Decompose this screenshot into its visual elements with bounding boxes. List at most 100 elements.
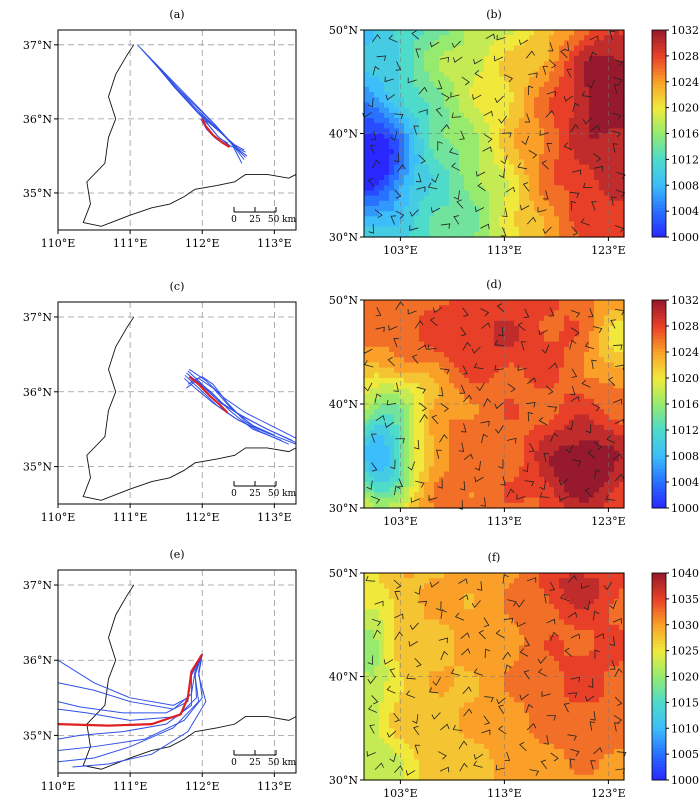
field-cell bbox=[509, 143, 515, 150]
field-cell bbox=[409, 86, 415, 93]
field-cell bbox=[379, 393, 385, 400]
field-cell bbox=[604, 133, 610, 140]
field-cell bbox=[469, 487, 475, 493]
field-cell bbox=[444, 346, 450, 353]
field-cell bbox=[464, 195, 470, 202]
field-cell bbox=[504, 205, 510, 212]
field-cell bbox=[509, 61, 515, 67]
field-cell bbox=[449, 310, 455, 317]
field-cell bbox=[394, 200, 400, 207]
field-cell bbox=[479, 588, 485, 595]
field-cell bbox=[584, 414, 590, 421]
field-cell bbox=[369, 326, 375, 332]
field-cell bbox=[564, 211, 570, 217]
field-cell bbox=[539, 388, 545, 395]
field-cell bbox=[504, 445, 510, 452]
field-cell bbox=[454, 300, 460, 306]
field-cell bbox=[519, 388, 525, 395]
field-cell bbox=[364, 231, 370, 238]
field-cell bbox=[374, 331, 380, 337]
field-cell bbox=[419, 117, 425, 124]
field-cell bbox=[484, 123, 490, 129]
field-cell bbox=[604, 138, 610, 145]
field-cell bbox=[499, 159, 505, 166]
field-cell bbox=[514, 180, 520, 186]
field-cell bbox=[554, 185, 560, 192]
field-cell bbox=[539, 112, 545, 119]
field-cell bbox=[619, 346, 625, 353]
field-cell bbox=[449, 221, 455, 228]
field-cell bbox=[419, 86, 425, 93]
field-cell bbox=[574, 76, 580, 83]
field-cell bbox=[454, 331, 460, 337]
field-cell bbox=[584, 216, 590, 223]
field-cell bbox=[509, 326, 515, 332]
field-cell bbox=[449, 331, 455, 337]
panel-f: 103°E 113°E 123°E30°N40°N50°N(f) bbox=[329, 551, 627, 800]
field-cell bbox=[524, 30, 530, 36]
field-cell bbox=[369, 50, 375, 57]
wind-barb bbox=[563, 95, 574, 102]
field-cell bbox=[499, 55, 505, 62]
field-cell bbox=[449, 200, 455, 207]
field-cell bbox=[579, 357, 585, 363]
field-cell bbox=[364, 123, 370, 129]
field-cell bbox=[594, 352, 600, 358]
field-cell bbox=[464, 352, 470, 358]
field-cell bbox=[499, 578, 505, 584]
field-cell bbox=[604, 450, 610, 457]
field-cell bbox=[484, 398, 490, 405]
field-cell bbox=[379, 362, 385, 369]
field-cell bbox=[419, 159, 425, 166]
field-cell bbox=[404, 300, 410, 306]
field-cell bbox=[609, 102, 615, 109]
field-cell bbox=[604, 357, 610, 363]
field-cell bbox=[464, 471, 470, 478]
field-cell bbox=[589, 300, 595, 306]
field-cell bbox=[379, 583, 385, 590]
wind-barb bbox=[569, 386, 576, 396]
field-cell bbox=[504, 190, 510, 197]
field-cell bbox=[394, 97, 400, 104]
field-cell bbox=[429, 216, 435, 223]
wind-barb bbox=[459, 130, 465, 140]
field-cell bbox=[449, 461, 455, 467]
field-cell bbox=[414, 331, 420, 337]
field-cell bbox=[489, 143, 495, 150]
field-cell bbox=[489, 180, 495, 186]
field-cell bbox=[604, 341, 610, 348]
field-cell bbox=[524, 435, 530, 441]
wind-barb bbox=[463, 453, 473, 461]
field-cell bbox=[449, 336, 455, 343]
field-cell bbox=[564, 117, 570, 124]
field-cell bbox=[394, 482, 400, 488]
field-cell bbox=[434, 331, 440, 337]
field-cell bbox=[459, 300, 465, 306]
field-cell bbox=[469, 578, 475, 584]
field-cell bbox=[519, 497, 525, 504]
field-cell bbox=[554, 398, 560, 405]
field-cell bbox=[569, 419, 575, 426]
wind-barb bbox=[611, 130, 621, 138]
field-cell bbox=[499, 471, 505, 478]
field-cell bbox=[429, 393, 435, 400]
field-cell bbox=[464, 440, 470, 447]
wind-barb bbox=[411, 354, 419, 364]
field-cell bbox=[524, 66, 530, 72]
field-cell bbox=[524, 326, 530, 332]
scalebar-label: 50 km bbox=[268, 758, 297, 768]
field-cell bbox=[549, 185, 555, 192]
field-cell bbox=[614, 300, 620, 306]
field-cell bbox=[599, 315, 605, 322]
field-cell bbox=[489, 169, 495, 176]
field-cell bbox=[484, 383, 490, 389]
field-cell bbox=[564, 461, 570, 467]
wind-barb bbox=[407, 308, 417, 315]
field-cell bbox=[414, 164, 420, 171]
field-cell bbox=[579, 456, 585, 462]
field-cell bbox=[514, 466, 520, 473]
field-cell bbox=[439, 221, 445, 228]
field-cell bbox=[434, 372, 440, 379]
wind-barb bbox=[587, 308, 594, 318]
field-cell bbox=[404, 55, 410, 62]
